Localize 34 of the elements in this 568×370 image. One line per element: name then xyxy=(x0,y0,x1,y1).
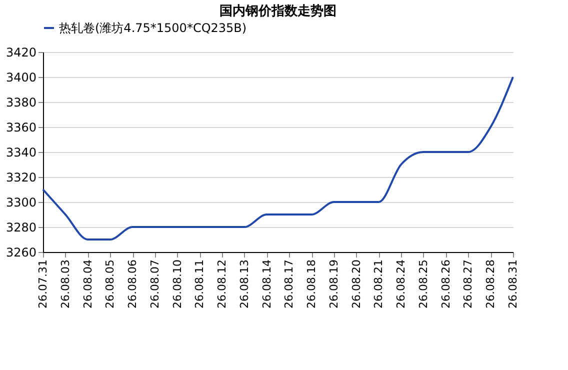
x-tick-label: 26.08.27 xyxy=(462,260,475,308)
legend-label: 热轧卷(潍坊4.75*1500*CQ235B) xyxy=(59,21,247,35)
y-tick-label: 3300 xyxy=(6,196,36,210)
y-tick-label: 3420 xyxy=(6,46,36,60)
x-tick-label: 26.08.14 xyxy=(260,260,274,308)
x-tick-label: 26.08.19 xyxy=(327,260,340,308)
y-tick-label: 3380 xyxy=(6,96,36,110)
x-tick-label: 26.07.31 xyxy=(36,260,50,308)
x-tick-label: 26.08.31 xyxy=(506,260,520,308)
x-tick-label: 26.08.28 xyxy=(484,260,498,308)
x-tick-label: 26.08.17 xyxy=(282,260,296,308)
x-tick-label: 26.08.03 xyxy=(58,260,72,308)
x-tick-label: 26.08.06 xyxy=(126,260,140,308)
x-tick-label: 26.08.26 xyxy=(439,260,452,308)
y-tick-label: 3280 xyxy=(6,220,36,234)
x-tick-label: 26.08.10 xyxy=(170,260,184,308)
x-tick-label: 26.08.24 xyxy=(394,260,408,308)
line-series xyxy=(42,76,514,240)
x-tick-label: 26.08.05 xyxy=(104,260,117,308)
x-tick-label: 26.08.13 xyxy=(238,260,251,308)
x-tick-label: 26.08.04 xyxy=(81,260,94,308)
x-tick-label: 26.08.07 xyxy=(148,260,162,308)
y-tick-label: 3320 xyxy=(6,170,36,184)
x-tick-label: 26.08.18 xyxy=(305,260,318,308)
y-tick-label: 3340 xyxy=(6,146,36,160)
x-tick-label: 26.08.25 xyxy=(416,260,430,308)
x-tick-label: 26.08.12 xyxy=(216,260,229,308)
chart-title: 国内钢价指数走势图 xyxy=(220,3,336,19)
y-tick-label: 3400 xyxy=(6,70,36,84)
y-tick-label: 3360 xyxy=(6,120,36,134)
x-tick-label: 26.08.20 xyxy=(350,260,363,308)
x-tick-label: 26.08.11 xyxy=(193,260,206,308)
y-tick-label: 3260 xyxy=(6,246,36,260)
x-tick-label: 26.08.21 xyxy=(372,260,386,308)
